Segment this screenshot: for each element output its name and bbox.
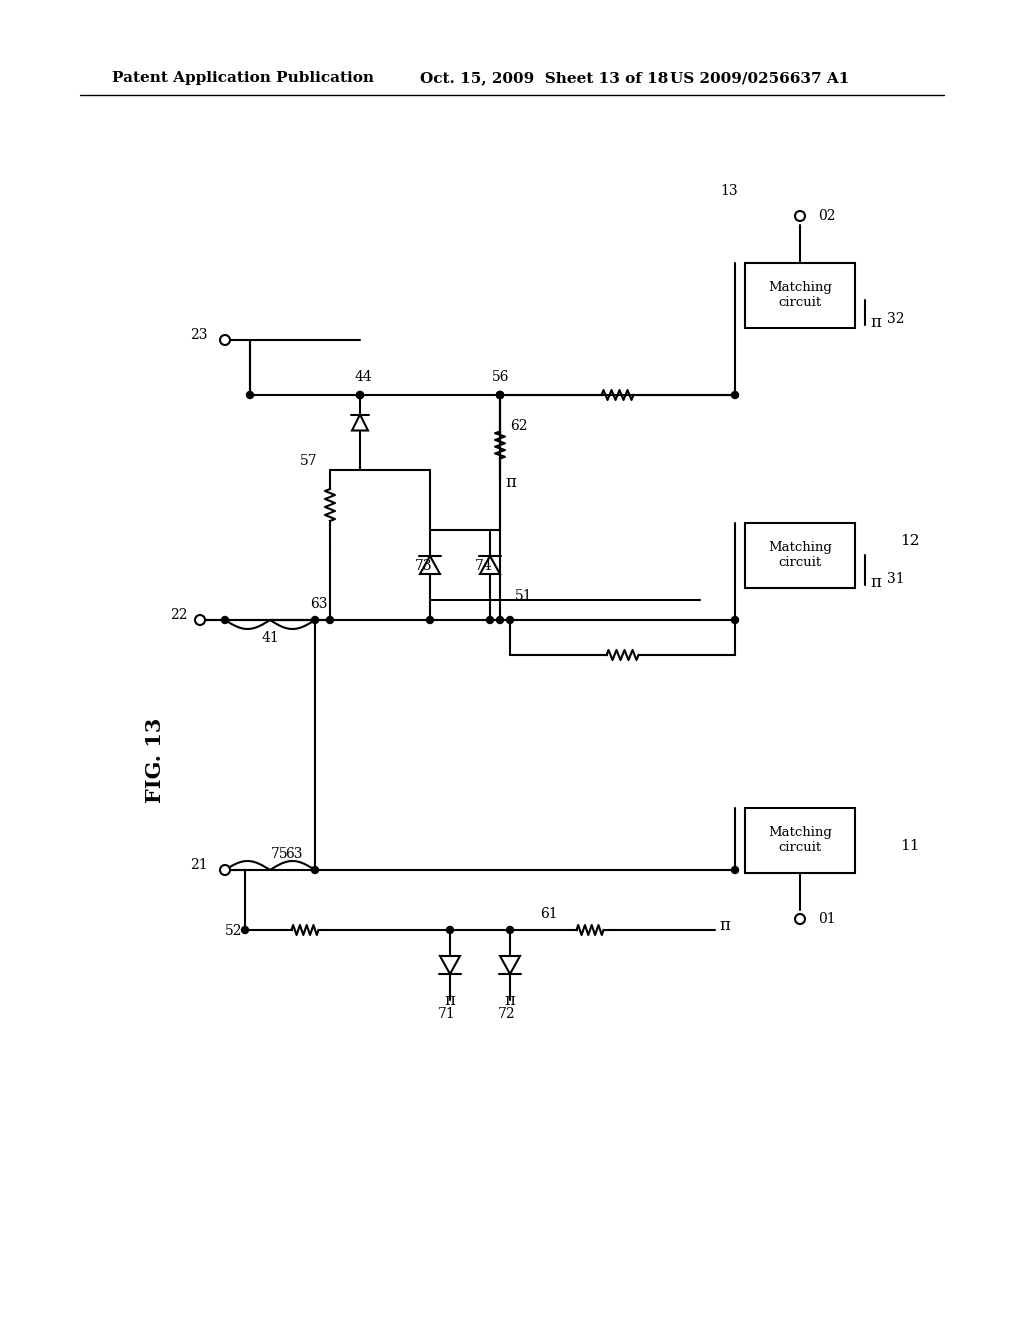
Text: π: π: [870, 314, 881, 331]
Text: 63: 63: [310, 597, 328, 611]
Text: 75: 75: [271, 847, 289, 861]
Circle shape: [221, 616, 228, 623]
Text: Matching
circuit: Matching circuit: [768, 826, 831, 854]
Text: 13: 13: [720, 183, 737, 198]
Circle shape: [497, 392, 504, 399]
Text: 72: 72: [498, 1007, 516, 1020]
Text: 61: 61: [540, 907, 558, 921]
Circle shape: [446, 927, 454, 933]
Text: π: π: [505, 474, 516, 491]
Circle shape: [497, 616, 504, 623]
Text: FIG. 13: FIG. 13: [145, 717, 165, 803]
Text: 52: 52: [225, 924, 243, 939]
Circle shape: [795, 211, 805, 220]
Circle shape: [795, 913, 805, 924]
Circle shape: [356, 392, 364, 399]
Text: 32: 32: [887, 312, 904, 326]
Circle shape: [220, 865, 230, 875]
Text: 56: 56: [492, 370, 510, 384]
Text: 31: 31: [887, 572, 904, 586]
Text: 57: 57: [300, 454, 317, 469]
Text: π: π: [870, 574, 881, 591]
Text: 23: 23: [190, 327, 208, 342]
Text: 51: 51: [515, 589, 532, 603]
Circle shape: [195, 615, 205, 624]
Text: US 2009/0256637 A1: US 2009/0256637 A1: [670, 71, 849, 84]
Circle shape: [311, 866, 318, 874]
Text: 22: 22: [170, 609, 187, 622]
Text: 74: 74: [475, 558, 493, 573]
Circle shape: [220, 335, 230, 345]
Circle shape: [486, 616, 494, 623]
Text: Matching
circuit: Matching circuit: [768, 541, 831, 569]
Circle shape: [497, 392, 504, 399]
Circle shape: [242, 927, 249, 933]
Text: 63: 63: [285, 847, 302, 861]
Text: 01: 01: [818, 912, 836, 927]
Text: 11: 11: [900, 840, 920, 853]
Text: 41: 41: [261, 631, 279, 645]
Circle shape: [311, 616, 318, 623]
Circle shape: [507, 927, 513, 933]
Text: 21: 21: [190, 858, 208, 873]
Circle shape: [427, 616, 433, 623]
Text: π: π: [505, 993, 515, 1008]
Circle shape: [327, 616, 334, 623]
Text: 02: 02: [818, 209, 836, 223]
Text: Matching
circuit: Matching circuit: [768, 281, 831, 309]
Text: 12: 12: [900, 535, 920, 548]
Bar: [745, 523, 855, 587]
Circle shape: [497, 392, 504, 399]
Bar: [745, 808, 855, 873]
Text: π: π: [444, 993, 456, 1008]
Circle shape: [731, 616, 738, 623]
Text: π: π: [720, 917, 730, 935]
Circle shape: [731, 392, 738, 399]
Circle shape: [507, 616, 513, 623]
Text: 71: 71: [438, 1007, 456, 1020]
Circle shape: [247, 392, 254, 399]
Text: 73: 73: [415, 558, 432, 573]
Bar: [745, 263, 855, 327]
Circle shape: [356, 392, 364, 399]
Text: 44: 44: [355, 370, 373, 384]
Text: Patent Application Publication: Patent Application Publication: [112, 71, 374, 84]
Circle shape: [731, 866, 738, 874]
Text: Oct. 15, 2009  Sheet 13 of 18: Oct. 15, 2009 Sheet 13 of 18: [420, 71, 669, 84]
Text: 62: 62: [510, 418, 527, 433]
